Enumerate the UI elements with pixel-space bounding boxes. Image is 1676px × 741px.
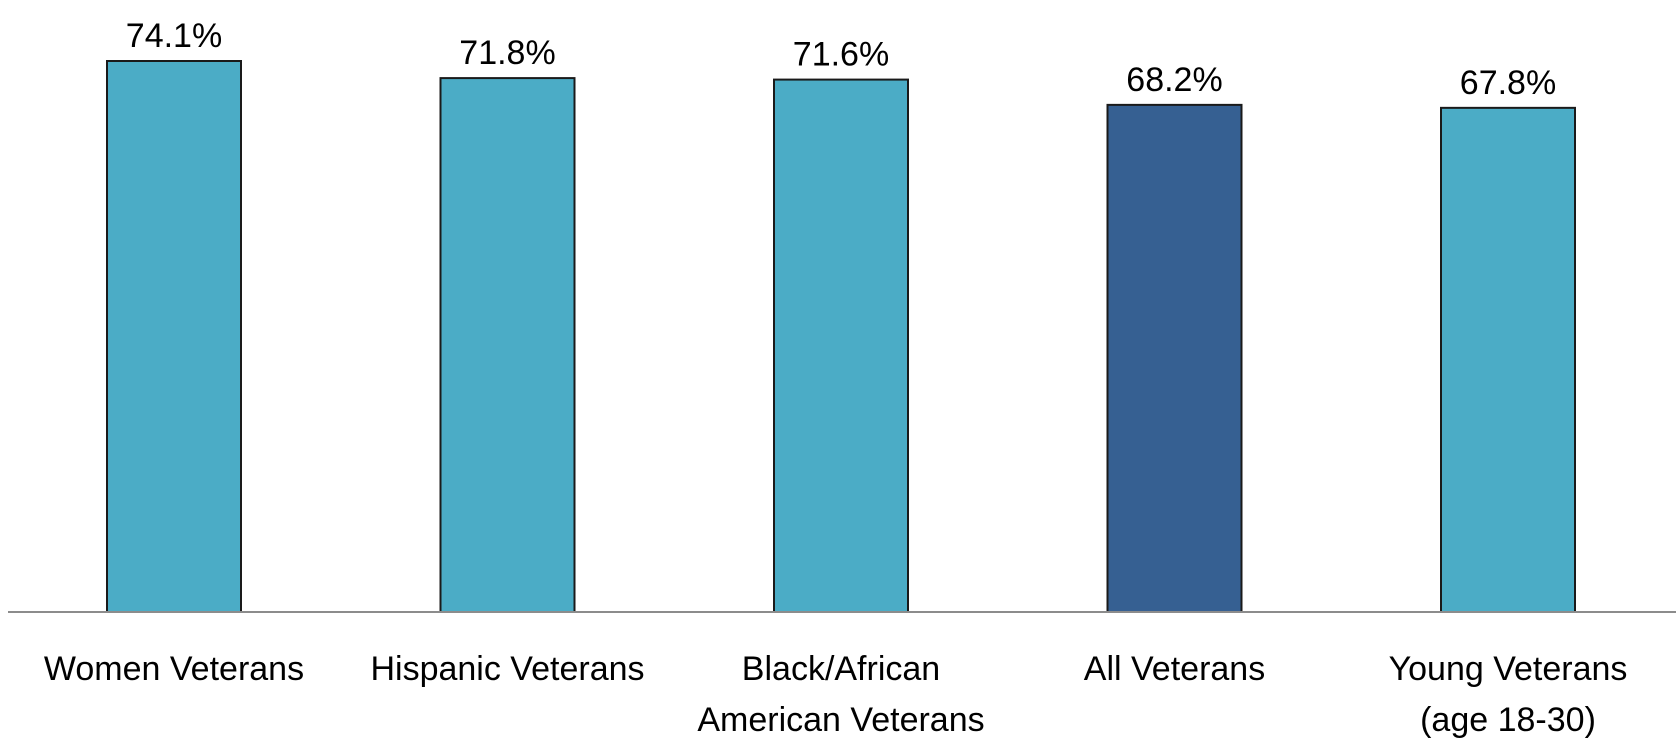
- category-label-line: Hispanic Veterans: [370, 650, 644, 688]
- bar-all-veterans: [1106, 103, 1243, 613]
- category-label-line: (age 18-30): [1420, 701, 1596, 739]
- value-label-black-african-american-veterans: 71.6%: [793, 36, 889, 74]
- category-label-line: All Veterans: [1084, 650, 1265, 688]
- category-label-line: Young Veterans: [1389, 650, 1628, 688]
- bar-women-veterans: [106, 60, 242, 613]
- value-label-young-veterans-age-18-30: 67.8%: [1460, 64, 1556, 102]
- category-label-hispanic-veterans: Hispanic Veterans: [370, 650, 644, 688]
- category-label-all-veterans: All Veterans: [1084, 650, 1265, 688]
- category-label-young-veterans-age-18-30: Young Veterans (age 18-30): [1389, 650, 1628, 739]
- value-label-all-veterans: 68.2%: [1126, 61, 1222, 99]
- value-labels-group: 74.1% 71.8% 71.6% 68.2% 67.8%: [126, 17, 1556, 102]
- bar-black-african-american-veterans: [773, 78, 909, 614]
- category-label-line: Black/African: [742, 650, 940, 688]
- value-label-women-veterans: 74.1%: [126, 17, 222, 55]
- value-label-hispanic-veterans: 71.8%: [459, 34, 555, 72]
- category-labels-group: Women Veterans Hispanic Veterans Black/Afr…: [44, 650, 1628, 739]
- category-label-women-veterans: Women Veterans: [44, 650, 304, 688]
- category-label-black-african-american-veterans: Black/African American Veterans: [697, 650, 984, 739]
- bar-young-veterans-age-18-30: [1440, 106, 1576, 613]
- bars-group: [106, 60, 1576, 614]
- category-label-line: Women Veterans: [44, 650, 304, 688]
- category-label-line: American Veterans: [697, 701, 984, 739]
- bar-hispanic-veterans: [439, 77, 576, 614]
